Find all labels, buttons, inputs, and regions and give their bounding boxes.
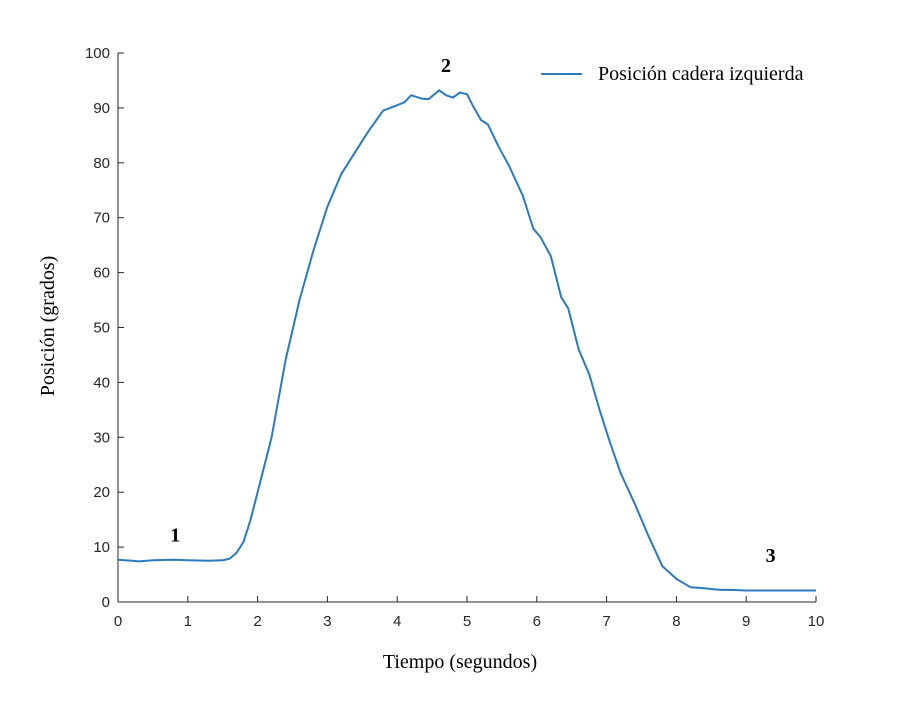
y-tick-label: 70 <box>93 210 110 227</box>
y-tick-label: 100 <box>85 45 110 62</box>
annotation-label: 1 <box>170 525 180 547</box>
x-tick-label: 6 <box>533 613 541 630</box>
x-tick-label: 5 <box>463 613 471 630</box>
x-tick-label: 4 <box>393 613 401 630</box>
legend-label: Posición cadera izquierda <box>598 63 804 85</box>
x-tick-label: 9 <box>742 613 750 630</box>
x-axis-title: Tiempo (segundos) <box>383 651 537 673</box>
y-tick-label: 30 <box>93 429 110 446</box>
x-tick-label: 8 <box>672 613 680 630</box>
y-tick-label: 60 <box>93 265 110 282</box>
x-tick-label: 1 <box>184 613 192 630</box>
y-tick-label: 80 <box>93 155 110 172</box>
legend: Posición cadera izquierda <box>541 63 804 85</box>
x-tick-label: 0 <box>114 613 122 630</box>
y-tick-label: 50 <box>93 320 110 337</box>
y-tick-label: 20 <box>93 484 110 501</box>
y-tick-label: 10 <box>93 539 110 556</box>
annotation-layer: 1 2 3 <box>170 55 775 567</box>
annotation-label: 2 <box>441 55 451 77</box>
y-tick-label: 90 <box>93 100 110 117</box>
x-tick-label: 10 <box>808 613 825 630</box>
annotation-label: 3 <box>766 545 776 567</box>
series-layer <box>117 89 816 592</box>
y-tick-label: 0 <box>102 594 110 611</box>
y-tick-label: 40 <box>93 374 110 391</box>
series-line <box>117 89 816 592</box>
y-axis-title: Posición (grados) <box>37 256 59 397</box>
x-tick-label: 2 <box>253 613 261 630</box>
x-tick-label: 7 <box>602 613 610 630</box>
x-tick-label: 3 <box>323 613 331 630</box>
